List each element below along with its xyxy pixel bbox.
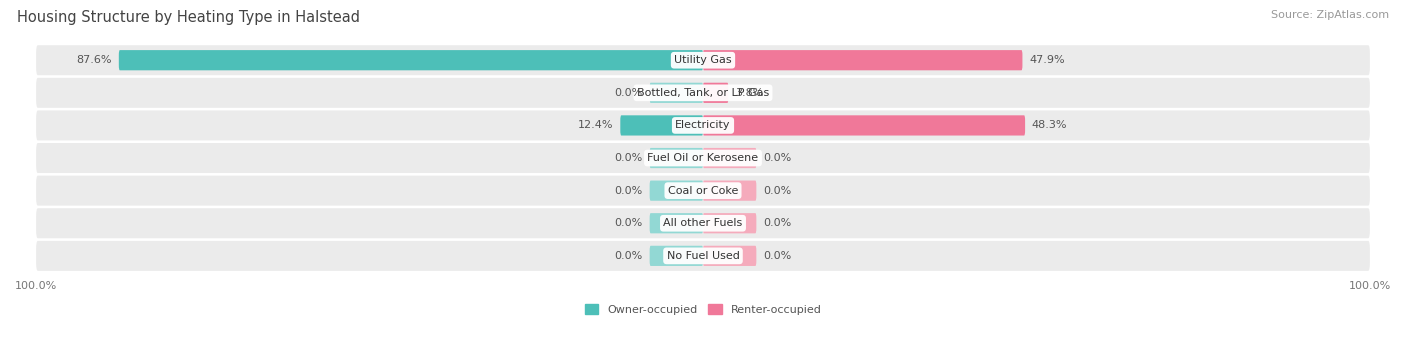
Text: No Fuel Used: No Fuel Used [666,251,740,261]
FancyBboxPatch shape [703,148,756,168]
FancyBboxPatch shape [703,180,756,201]
Text: 48.3%: 48.3% [1032,120,1067,130]
FancyBboxPatch shape [703,246,756,266]
Text: 0.0%: 0.0% [763,218,792,228]
FancyBboxPatch shape [37,176,1369,206]
Text: Source: ZipAtlas.com: Source: ZipAtlas.com [1271,10,1389,20]
Text: 0.0%: 0.0% [763,251,792,261]
Text: 0.0%: 0.0% [614,153,643,163]
Text: 87.6%: 87.6% [77,55,112,65]
Text: Housing Structure by Heating Type in Halstead: Housing Structure by Heating Type in Hal… [17,10,360,25]
Text: 3.8%: 3.8% [735,88,763,98]
Text: Bottled, Tank, or LP Gas: Bottled, Tank, or LP Gas [637,88,769,98]
Text: 0.0%: 0.0% [763,186,792,196]
FancyBboxPatch shape [703,213,756,233]
FancyBboxPatch shape [120,50,703,70]
Text: 0.0%: 0.0% [614,251,643,261]
Text: 0.0%: 0.0% [614,186,643,196]
Text: 12.4%: 12.4% [578,120,613,130]
FancyBboxPatch shape [650,83,703,103]
Text: Utility Gas: Utility Gas [675,55,731,65]
FancyBboxPatch shape [650,246,703,266]
FancyBboxPatch shape [37,208,1369,238]
FancyBboxPatch shape [650,180,703,201]
FancyBboxPatch shape [650,148,703,168]
FancyBboxPatch shape [37,241,1369,271]
Text: Coal or Coke: Coal or Coke [668,186,738,196]
Text: 47.9%: 47.9% [1029,55,1064,65]
FancyBboxPatch shape [703,115,1025,135]
FancyBboxPatch shape [37,45,1369,75]
Text: 0.0%: 0.0% [763,153,792,163]
FancyBboxPatch shape [37,78,1369,108]
FancyBboxPatch shape [703,83,728,103]
FancyBboxPatch shape [37,143,1369,173]
Text: All other Fuels: All other Fuels [664,218,742,228]
Text: 0.0%: 0.0% [614,218,643,228]
Text: Electricity: Electricity [675,120,731,130]
Text: 0.0%: 0.0% [614,88,643,98]
Legend: Owner-occupied, Renter-occupied: Owner-occupied, Renter-occupied [581,300,825,319]
FancyBboxPatch shape [703,50,1022,70]
FancyBboxPatch shape [650,213,703,233]
FancyBboxPatch shape [37,110,1369,140]
Text: Fuel Oil or Kerosene: Fuel Oil or Kerosene [647,153,759,163]
FancyBboxPatch shape [620,115,703,135]
